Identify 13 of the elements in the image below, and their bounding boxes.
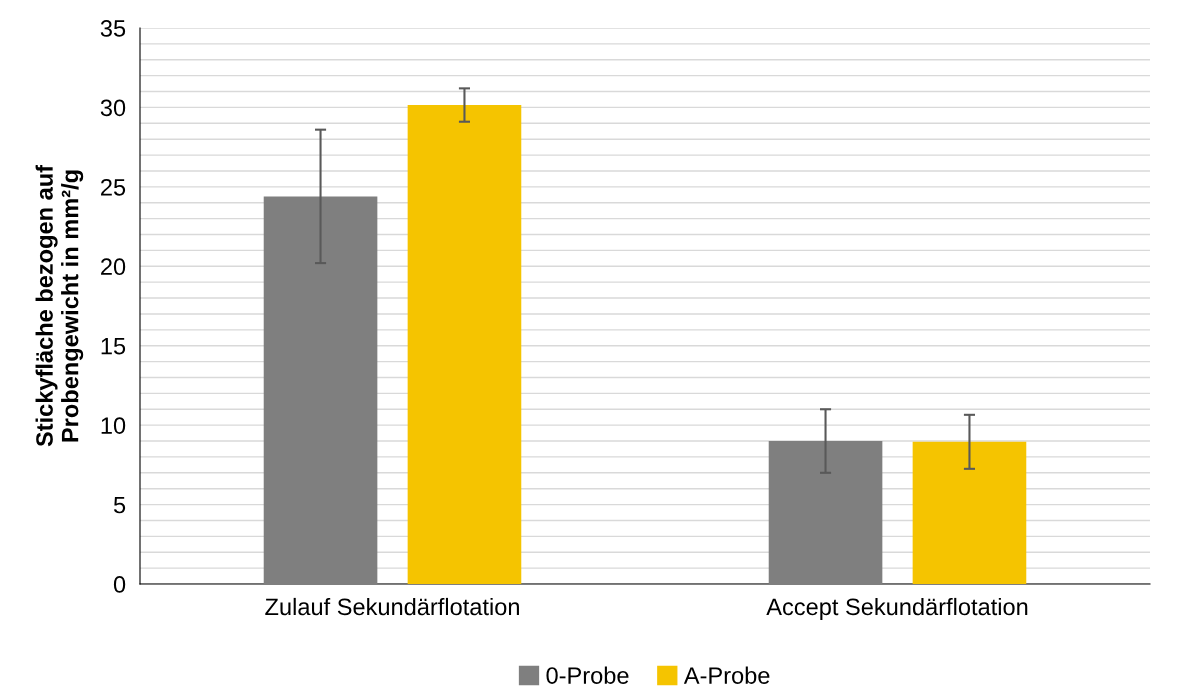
y-tick-label: 30 <box>100 99 126 117</box>
y-tick-label: 5 <box>113 496 126 514</box>
y-tick-label: 35 <box>100 20 126 37</box>
y-axis-title: Stickyfläche bezogen auf Probengewicht in mm²/g <box>35 164 84 447</box>
legend-label: A-Probe <box>683 666 770 684</box>
legend-label: 0-Probe <box>546 666 629 684</box>
y-tick-label: 15 <box>101 338 126 355</box>
y-tick-label: 0 <box>113 576 126 593</box>
x-tick-label: Accept Sekundärflotation <box>766 597 1028 620</box>
y-tick-label: 25 <box>101 178 126 196</box>
y-tick-label: 10 <box>101 417 126 434</box>
x-tick-label: Zulauf Sekundärflotation <box>265 597 519 616</box>
y-tick-label: 20 <box>101 258 126 276</box>
